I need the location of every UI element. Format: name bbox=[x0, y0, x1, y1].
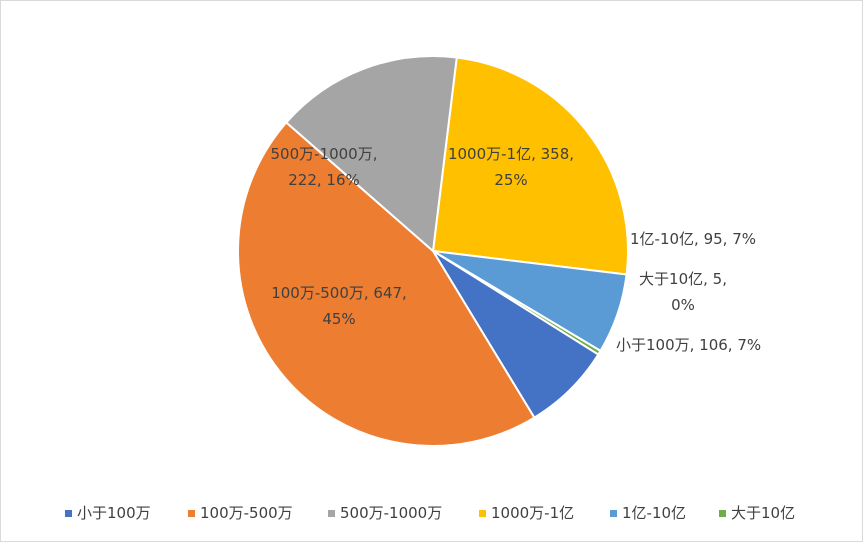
legend-swatch bbox=[188, 510, 195, 517]
legend-label: 大于10亿 bbox=[731, 504, 795, 522]
pie-slices bbox=[237, 55, 629, 447]
data-label: 1亿-10亿, 95, 7% bbox=[630, 230, 756, 248]
data-label: 500万-1000万, bbox=[271, 145, 378, 163]
legend-swatch bbox=[479, 510, 486, 517]
legend-label: 1000万-1亿 bbox=[491, 504, 574, 522]
legend-swatch bbox=[328, 510, 335, 517]
legend-label: 100万-500万 bbox=[200, 504, 293, 522]
legend-item[interactable]: 500万-1000万 bbox=[328, 504, 442, 522]
legend-swatch bbox=[65, 510, 72, 517]
legend-label: 500万-1000万 bbox=[340, 504, 442, 522]
legend-item[interactable]: 1亿-10亿 bbox=[610, 504, 686, 522]
data-label: 45% bbox=[322, 310, 355, 328]
chart-legend[interactable]: 小于100万 100万-500万 500万-1000万 1000万-1亿 1亿-10亿 大… bbox=[65, 504, 795, 522]
legend-swatch bbox=[719, 510, 726, 517]
legend-swatch bbox=[610, 510, 617, 517]
pie-slice[interactable] bbox=[284, 55, 458, 253]
data-label: 222, 16% bbox=[288, 171, 360, 189]
data-label: 小于100万, 106, 7% bbox=[616, 336, 761, 354]
legend-label: 1亿-10亿 bbox=[622, 504, 686, 522]
data-label: 25% bbox=[494, 171, 527, 189]
data-label: 大于10亿, 5, bbox=[639, 270, 727, 288]
legend-label: 小于100万 bbox=[77, 504, 151, 522]
pie-slice[interactable] bbox=[431, 56, 629, 276]
legend-item[interactable]: 1000万-1亿 bbox=[479, 504, 574, 522]
pie-slice[interactable] bbox=[237, 121, 536, 447]
pie-data-labels: 小于100万, 106, 7% 100万-500万, 647, 45% 500万-10… bbox=[271, 145, 762, 354]
data-label: 100万-500万, 647, bbox=[271, 284, 407, 302]
data-label: 0% bbox=[671, 296, 695, 314]
legend-item[interactable]: 小于100万 bbox=[65, 504, 151, 522]
legend-item[interactable]: 100万-500万 bbox=[188, 504, 293, 522]
data-label: 1000万-1亿, 358, bbox=[448, 145, 574, 163]
legend-item[interactable]: 大于10亿 bbox=[719, 504, 795, 522]
